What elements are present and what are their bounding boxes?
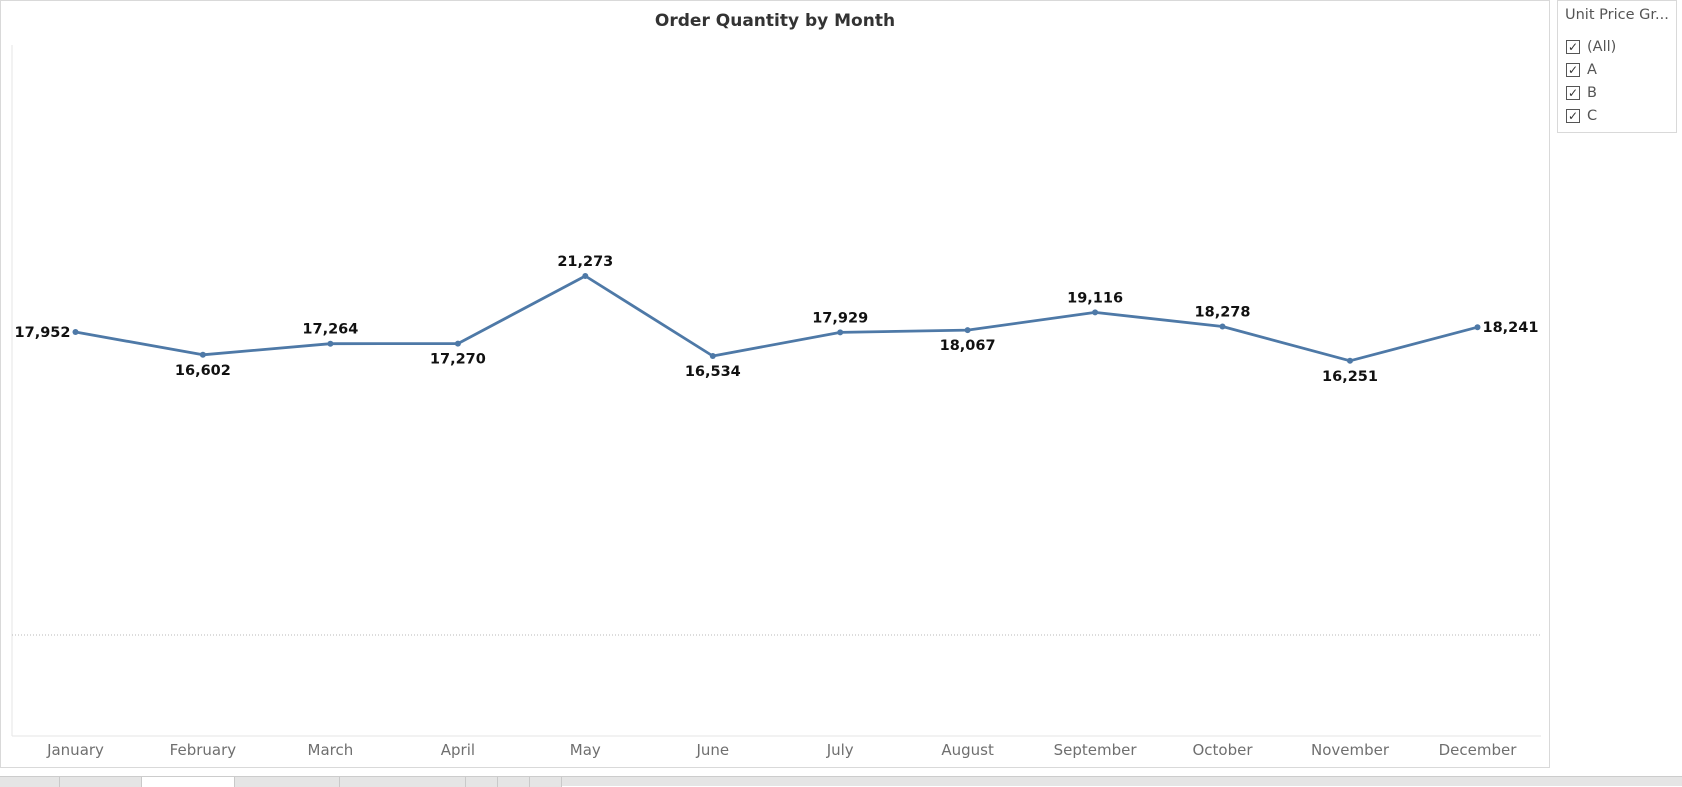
series-line — [75, 274, 1478, 363]
filter-item-c[interactable]: ✓ C — [1566, 107, 1597, 125]
sheet-tab-bar — [0, 776, 1682, 787]
data-label: 16,602 — [175, 363, 231, 379]
data-label: 18,241 — [1483, 320, 1539, 336]
checkbox-checked-icon[interactable]: ✓ — [1566, 40, 1580, 54]
filter-item-label: (All) — [1587, 39, 1617, 55]
data-label: 17,264 — [302, 322, 358, 338]
filter-item-label: B — [1587, 85, 1597, 101]
data-label: 17,952 — [15, 325, 71, 341]
filter-item-all[interactable]: ✓ (All) — [1566, 38, 1616, 56]
filter-panel-unit-price-group: Unit Price Gr... ✓ (All) ✓ A ✓ B ✓ C — [1557, 0, 1677, 133]
sheet-tab-active[interactable] — [142, 777, 235, 787]
x-tick-label: February — [170, 741, 237, 759]
data-point[interactable] — [1219, 323, 1226, 330]
data-label: 17,270 — [430, 352, 486, 368]
x-tick-label: December — [1439, 741, 1518, 759]
filter-title: Unit Price Gr... — [1565, 7, 1669, 23]
x-tick-label: April — [441, 741, 475, 759]
data-point[interactable] — [964, 327, 971, 334]
data-label: 19,116 — [1067, 290, 1123, 306]
filter-item-label: A — [1587, 62, 1597, 78]
sheet-tab[interactable] — [340, 777, 466, 787]
filter-item-a[interactable]: ✓ A — [1566, 61, 1597, 79]
checkbox-checked-icon[interactable]: ✓ — [1566, 63, 1580, 77]
data-point[interactable] — [72, 329, 79, 335]
data-point[interactable] — [454, 340, 461, 347]
x-tick-label: October — [1192, 741, 1253, 759]
checkbox-checked-icon[interactable]: ✓ — [1566, 86, 1580, 100]
chart-pane: Order Quantity by Month 17,952 January 16,… — [0, 0, 1550, 768]
x-tick-label: March — [308, 741, 354, 759]
data-point[interactable] — [1474, 324, 1481, 331]
filter-item-label: C — [1587, 108, 1598, 124]
x-tick-label: May — [570, 741, 601, 759]
x-tick-label: June — [695, 741, 729, 759]
data-point[interactable] — [1092, 309, 1099, 316]
sheet-tab[interactable] — [235, 777, 340, 787]
sheet-tab[interactable] — [530, 777, 562, 787]
data-label: 16,534 — [685, 364, 741, 380]
x-tick-label: September — [1054, 741, 1138, 759]
chart-title: Order Quantity by Month — [654, 11, 896, 31]
data-point[interactable] — [327, 340, 334, 347]
data-point[interactable] — [709, 353, 716, 359]
data-point[interactable] — [199, 351, 206, 358]
sheet-tab[interactable] — [0, 777, 60, 787]
sheet-tab[interactable] — [498, 777, 530, 787]
sheet-tab[interactable] — [60, 777, 142, 787]
x-tick-label: August — [941, 741, 994, 759]
data-label: 18,067 — [940, 338, 996, 354]
sheet-tab[interactable] — [466, 777, 498, 787]
data-label: 21,273 — [557, 254, 613, 270]
data-label: 17,929 — [812, 310, 868, 326]
filter-item-b[interactable]: ✓ B — [1566, 84, 1597, 102]
checkbox-checked-icon[interactable]: ✓ — [1566, 109, 1580, 123]
line-chart: 17,952 January 16,602 February 17,264 March 17… — [11, 45, 1541, 759]
data-point[interactable] — [837, 329, 844, 336]
x-tick-label: November — [1311, 741, 1390, 759]
x-tick-label: July — [826, 741, 854, 759]
data-point[interactable] — [582, 273, 589, 279]
data-point[interactable] — [1347, 357, 1353, 364]
x-tick-label: January — [46, 741, 104, 759]
data-label: 18,278 — [1195, 305, 1251, 321]
data-label: 16,251 — [1322, 369, 1378, 385]
